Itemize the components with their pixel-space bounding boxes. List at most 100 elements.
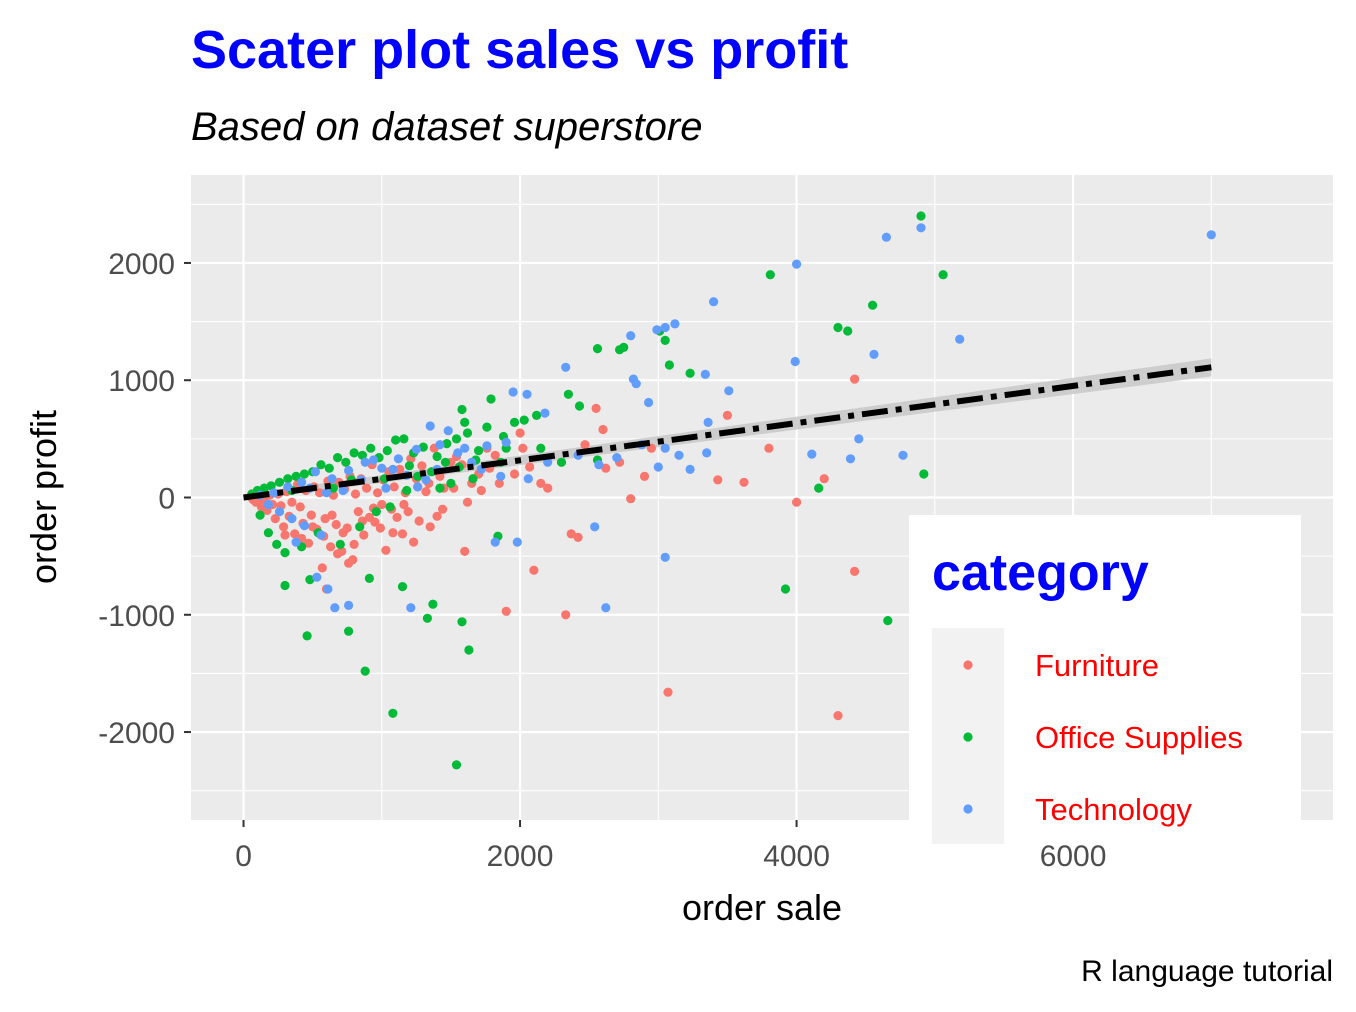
- data-point: [792, 259, 802, 269]
- legend-key: [963, 732, 973, 742]
- data-point: [362, 483, 372, 493]
- data-point: [316, 530, 326, 540]
- y-tick-label: 1000: [108, 365, 175, 398]
- data-point: [338, 485, 348, 496]
- data-point: [724, 386, 734, 396]
- legend-item: Office Supplies: [963, 720, 1243, 755]
- y-axis-title: order profit: [23, 410, 64, 584]
- data-point: [453, 448, 463, 458]
- data-point: [496, 471, 506, 481]
- data-point: [306, 510, 316, 520]
- data-point: [328, 490, 338, 500]
- data-point: [392, 512, 402, 523]
- legend-label: Technology: [1035, 792, 1192, 827]
- data-point: [324, 463, 334, 473]
- data-point: [312, 572, 322, 582]
- data-point: [916, 223, 926, 233]
- data-point: [418, 442, 428, 452]
- data-point: [291, 537, 301, 547]
- data-point: [919, 469, 929, 479]
- data-point: [280, 530, 290, 540]
- data-point: [297, 477, 307, 487]
- data-point: [474, 446, 484, 456]
- data-point: [287, 497, 297, 507]
- data-point: [854, 434, 864, 444]
- data-point: [403, 507, 413, 517]
- data-point: [468, 474, 478, 484]
- data-point: [590, 522, 600, 532]
- legend-title: category: [932, 544, 1149, 602]
- data-point: [344, 465, 354, 476]
- data-point: [321, 488, 332, 498]
- data-point: [702, 448, 712, 458]
- data-point: [592, 344, 603, 354]
- data-point: [328, 483, 338, 493]
- data-point: [916, 211, 926, 221]
- data-point: [561, 362, 571, 372]
- data-point: [388, 528, 398, 538]
- data-point: [536, 478, 546, 488]
- data-point: [395, 464, 405, 474]
- data-point: [323, 584, 333, 594]
- y-axis-ticks: 2000 1000 0 -1000 -2000: [98, 248, 191, 750]
- legend-label: Furniture: [1035, 648, 1159, 683]
- data-point: [341, 457, 351, 467]
- data-point: [462, 497, 473, 507]
- data-point: [443, 426, 453, 436]
- trend-line: [243, 364, 1212, 501]
- data-point: [460, 443, 470, 453]
- data-point: [359, 530, 369, 540]
- x-tick-label: 2000: [487, 840, 554, 873]
- data-point: [279, 522, 289, 532]
- data-point: [653, 462, 663, 472]
- y-tick-label: -2000: [98, 717, 175, 750]
- data-point: [349, 448, 359, 458]
- x-tick-label: 0: [235, 840, 252, 873]
- data-point: [660, 552, 670, 562]
- data-point: [280, 580, 290, 591]
- data-point: [501, 437, 511, 447]
- data-point: [381, 545, 391, 555]
- y-tick-label: 2000: [108, 248, 175, 281]
- data-point: [263, 499, 273, 510]
- data-point: [302, 631, 312, 641]
- data-point: [722, 410, 733, 420]
- data-point: [780, 584, 791, 594]
- series-technology: [255, 223, 1216, 613]
- data-point: [460, 417, 470, 427]
- data-point: [451, 760, 462, 770]
- data-point: [626, 331, 636, 341]
- data-point: [868, 300, 878, 310]
- y-tick-label: -1000: [98, 600, 175, 633]
- data-point: [331, 519, 341, 530]
- data-point: [833, 711, 843, 721]
- data-point: [377, 463, 387, 473]
- data-point: [509, 469, 520, 479]
- data-point: [381, 483, 391, 493]
- data-point: [663, 687, 673, 697]
- data-point: [414, 516, 424, 526]
- data-point: [308, 522, 318, 532]
- data-point: [368, 455, 379, 465]
- data-point: [440, 457, 450, 467]
- data-point: [819, 474, 829, 484]
- data-point: [664, 360, 675, 370]
- data-point: [543, 457, 553, 467]
- data-point: [291, 471, 301, 481]
- data-point: [310, 467, 320, 477]
- data-point: [790, 356, 800, 367]
- data-point: [364, 573, 374, 584]
- data-point: [660, 443, 670, 453]
- data-point: [382, 446, 392, 456]
- data-point: [644, 397, 654, 408]
- data-point: [814, 483, 824, 493]
- data-point: [360, 457, 370, 467]
- data-point: [601, 463, 611, 473]
- data-point: [486, 394, 496, 404]
- data-point: [482, 441, 492, 451]
- data-point: [270, 514, 280, 524]
- data-point: [259, 483, 269, 493]
- data-point: [451, 434, 462, 444]
- data-point: [316, 460, 326, 470]
